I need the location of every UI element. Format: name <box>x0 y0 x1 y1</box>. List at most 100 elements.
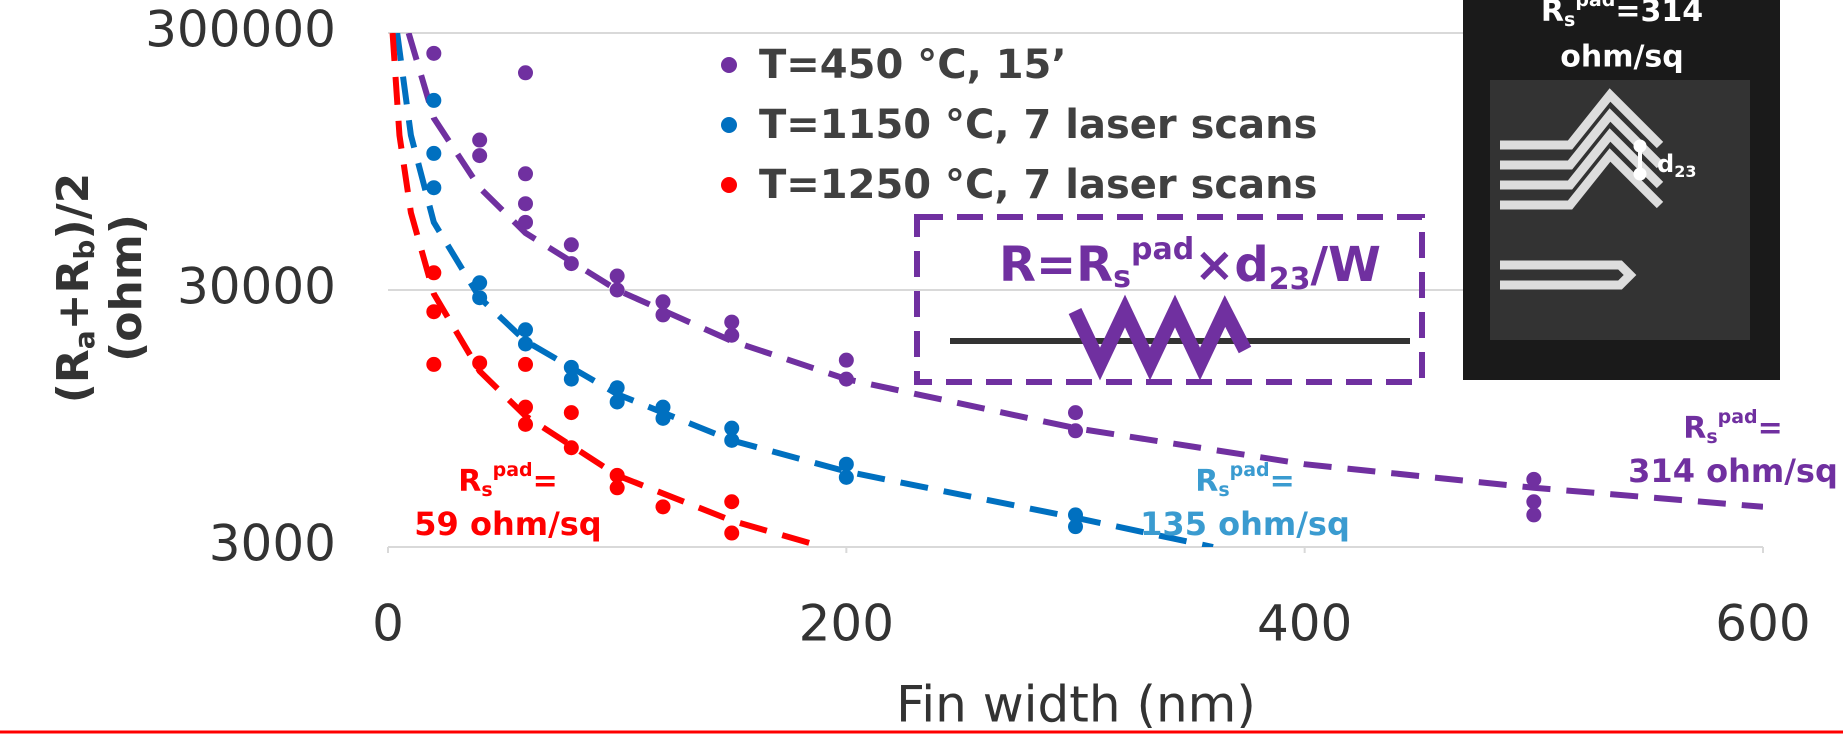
point <box>1068 405 1083 421</box>
point <box>426 356 442 372</box>
x-tick-label: 600 <box>1715 595 1810 653</box>
annotation-value: 314 ohm/sq <box>1628 452 1838 490</box>
annotation-part: pad <box>1718 406 1758 428</box>
point <box>724 525 740 541</box>
annotation-part: s <box>1218 479 1229 501</box>
point <box>518 416 533 432</box>
point <box>655 410 671 426</box>
point <box>518 399 533 415</box>
x-axis-title: Fin width (nm) <box>896 676 1256 734</box>
points <box>426 45 1542 541</box>
point <box>655 499 671 515</box>
point <box>518 356 533 372</box>
annotation-part: s <box>1706 426 1717 448</box>
point <box>518 166 533 182</box>
x-tick-label: 0 <box>372 595 404 653</box>
point <box>426 265 442 281</box>
y-tick-label: 3000 <box>209 515 336 573</box>
annotation-part: pad <box>1230 459 1270 481</box>
point <box>563 237 579 253</box>
point <box>609 480 625 496</box>
point <box>563 359 579 375</box>
point <box>1526 507 1542 523</box>
point <box>838 371 854 387</box>
annotation-label: Rspad= <box>1195 459 1295 501</box>
inset: Rspad=314 ohm/sq d23 <box>1463 0 1780 380</box>
point <box>426 145 442 161</box>
y-axis-title: (Ra+Rb)/2 (ohm) <box>48 173 152 404</box>
formula-box: R=Rspad×d23/W <box>914 214 1425 385</box>
point <box>563 440 579 456</box>
annotation-value: 135 ohm/sq <box>1140 505 1350 543</box>
point <box>472 148 488 164</box>
annotation-label: Rspad= <box>1683 406 1783 448</box>
legend-label: T=450 °C, 15’ <box>759 42 1067 88</box>
inset-marker <box>1633 139 1647 181</box>
annotation-part: pad <box>493 459 533 481</box>
point <box>563 405 579 421</box>
point <box>838 469 854 485</box>
legend-marker <box>721 177 737 193</box>
annotation-value: 59 ohm/sq <box>414 505 601 543</box>
point <box>724 314 740 330</box>
point <box>518 65 533 81</box>
point <box>426 304 442 320</box>
fit-line <box>389 33 825 547</box>
x-tick-label: 200 <box>799 595 894 653</box>
annotation-part: = <box>533 464 558 499</box>
point <box>724 432 740 448</box>
resistor-symbol <box>1068 294 1252 381</box>
inset-label: d23 <box>1657 150 1696 181</box>
point <box>563 256 579 272</box>
point <box>724 327 740 343</box>
point <box>518 196 533 212</box>
point <box>563 371 579 387</box>
annotation-part: R <box>1195 464 1218 499</box>
point <box>518 336 533 352</box>
formula-frame <box>914 214 1425 385</box>
point <box>1526 471 1542 487</box>
annotation-part: = <box>1270 464 1295 499</box>
fit-line <box>405 33 1763 510</box>
point <box>609 467 625 483</box>
point <box>1068 519 1083 535</box>
inset-fins <box>1500 88 1664 290</box>
point <box>609 282 625 298</box>
point <box>655 399 671 415</box>
point <box>472 132 488 148</box>
point <box>1068 507 1083 523</box>
point <box>472 355 488 371</box>
point <box>426 45 442 61</box>
inset-unit: ohm/sq <box>1560 40 1684 75</box>
y-tick-label: 300000 <box>145 1 336 59</box>
point <box>472 290 488 306</box>
annotation-label: Rspad= <box>458 459 558 501</box>
point <box>724 420 740 436</box>
point <box>609 268 625 284</box>
point <box>655 294 671 310</box>
legend-label: T=1150 °C, 7 laser scans <box>759 102 1317 148</box>
point <box>1526 494 1542 510</box>
legend-marker <box>721 57 737 73</box>
point <box>426 180 442 196</box>
point <box>518 322 533 338</box>
formula: R=Rspad×d23/W <box>999 232 1381 297</box>
point <box>838 352 854 368</box>
point <box>609 394 625 410</box>
legend-marker <box>721 117 737 133</box>
annotation-part: R <box>458 464 481 499</box>
point <box>518 214 533 230</box>
annotation-part: = <box>1758 411 1783 446</box>
point <box>426 92 442 108</box>
point <box>609 380 625 396</box>
point <box>655 307 671 323</box>
inset-title: Rspad=314 <box>1541 0 1703 31</box>
point <box>724 494 740 510</box>
x-tick-label: 400 <box>1257 595 1352 653</box>
y-axis-title-line2: (ohm) <box>101 214 152 362</box>
point <box>472 275 488 291</box>
point <box>838 456 854 472</box>
annotation-part: s <box>481 479 492 501</box>
point <box>1068 423 1083 439</box>
